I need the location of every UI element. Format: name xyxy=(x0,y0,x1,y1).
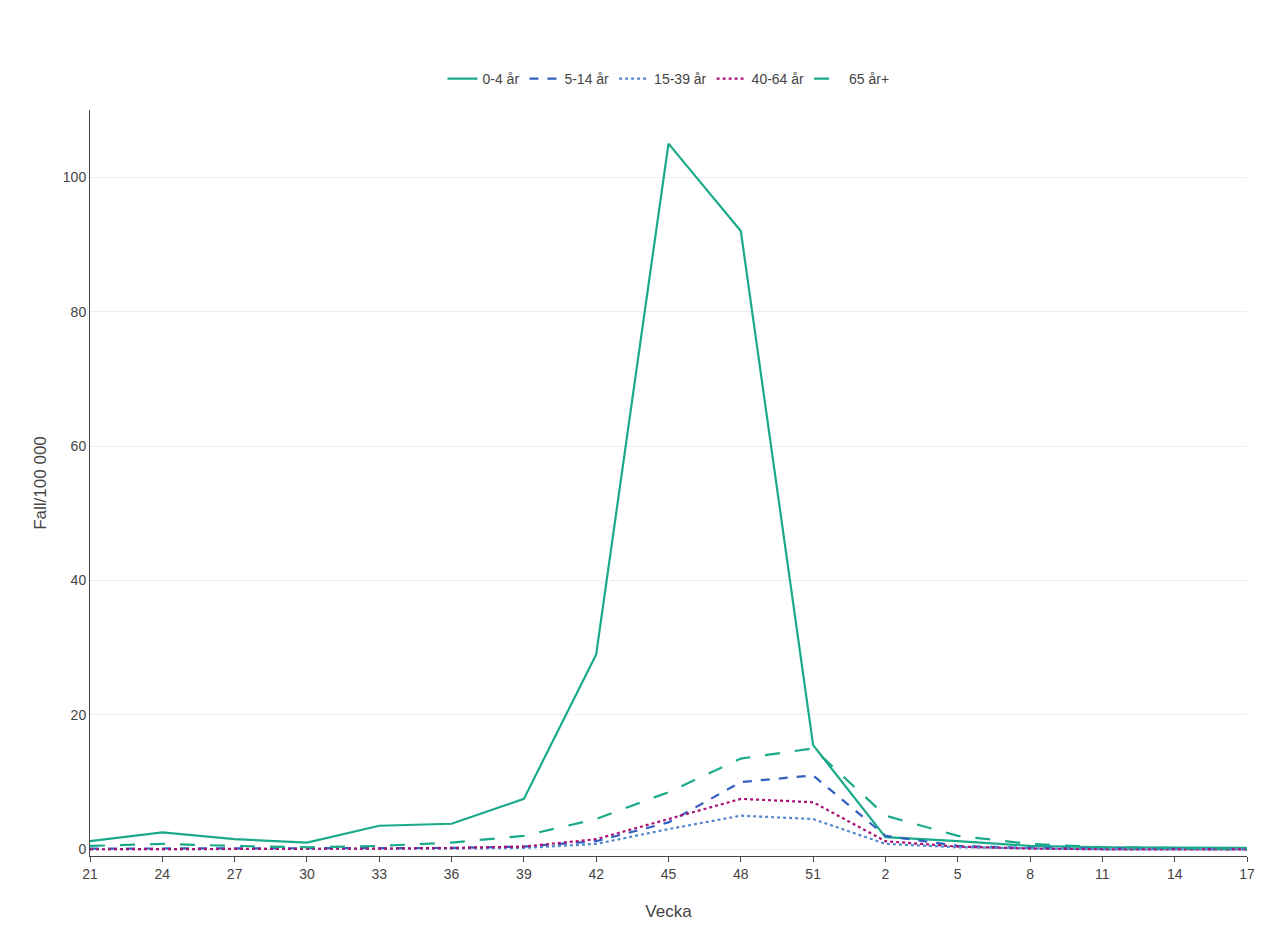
svg-text:17: 17 xyxy=(1239,866,1255,882)
svg-text:5-14 år: 5-14 år xyxy=(564,71,609,87)
svg-text:0-4 år: 0-4 år xyxy=(483,71,520,87)
svg-text:36: 36 xyxy=(444,866,460,882)
svg-text:33: 33 xyxy=(371,866,387,882)
svg-text:11: 11 xyxy=(1095,866,1110,882)
svg-text:8: 8 xyxy=(1026,866,1034,882)
svg-text:39: 39 xyxy=(516,866,532,882)
svg-text:80: 80 xyxy=(71,304,87,320)
svg-text:48: 48 xyxy=(733,866,749,882)
svg-text:Fall/100 000: Fall/100 000 xyxy=(31,436,50,530)
svg-text:27: 27 xyxy=(227,866,243,882)
svg-text:Vecka: Vecka xyxy=(645,902,692,921)
svg-text:42: 42 xyxy=(588,866,604,882)
svg-text:20: 20 xyxy=(71,707,87,723)
svg-text:15-39 år: 15-39 år xyxy=(654,71,706,87)
svg-text:14: 14 xyxy=(1167,866,1183,882)
svg-text:40-64 år: 40-64 år xyxy=(752,71,804,87)
svg-text:0: 0 xyxy=(78,841,86,857)
svg-text:40: 40 xyxy=(71,572,87,588)
svg-text:45: 45 xyxy=(661,866,677,882)
svg-text:60: 60 xyxy=(71,438,87,454)
svg-text:5: 5 xyxy=(954,866,962,882)
svg-text:65 år+: 65 år+ xyxy=(849,71,889,87)
svg-text:21: 21 xyxy=(82,866,98,882)
svg-text:24: 24 xyxy=(155,866,171,882)
svg-text:2: 2 xyxy=(882,866,890,882)
svg-text:30: 30 xyxy=(299,866,315,882)
svg-text:100: 100 xyxy=(63,169,87,185)
svg-text:51: 51 xyxy=(805,866,821,882)
